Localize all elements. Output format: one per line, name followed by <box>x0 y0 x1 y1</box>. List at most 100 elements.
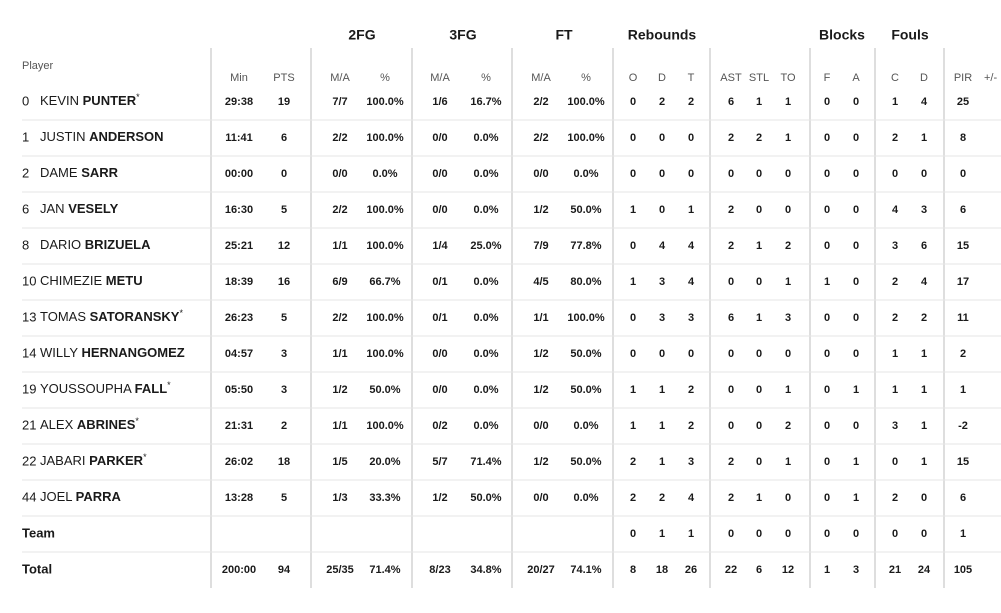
column-header: % <box>581 72 591 84</box>
last-name: PUNTER <box>83 93 137 108</box>
stat-cell: 2 <box>892 276 898 288</box>
first-name: CHIMEZIE <box>40 273 102 288</box>
stat-cell: 1 <box>659 528 665 540</box>
stat-cell: 0 <box>853 312 859 324</box>
stat-cell: 0 <box>756 384 762 396</box>
player-number: 14 <box>22 345 36 360</box>
stat-cell: 3 <box>659 276 665 288</box>
stat-cell: 1 <box>921 456 927 468</box>
stat-cell: 24 <box>918 564 931 576</box>
column-header: TO <box>780 72 796 84</box>
stat-cell: 200:00 <box>222 564 256 576</box>
stat-cell: 1/2 <box>533 204 548 216</box>
starter-mark: * <box>136 92 140 102</box>
stat-cell: 94 <box>278 564 291 576</box>
stat-cell: 0 <box>630 132 636 144</box>
stat-cell: 11 <box>957 312 969 324</box>
stat-cell: 100.0% <box>567 96 605 108</box>
stat-cell: 2 <box>921 312 927 324</box>
stat-cell: 1/1 <box>533 312 548 324</box>
last-name: VESELY <box>68 201 118 216</box>
stat-cell: 2 <box>728 240 734 252</box>
stat-cell: 21 <box>889 564 901 576</box>
stat-cell: 0 <box>728 384 734 396</box>
stat-cell: 1/4 <box>432 240 448 252</box>
last-name: ANDERSON <box>89 129 163 144</box>
stat-cell: 0 <box>728 528 734 540</box>
stat-cell: 20/27 <box>527 564 555 576</box>
stat-cell: 1/1 <box>332 240 347 252</box>
stat-cell: 17 <box>957 276 969 288</box>
player-name: JUSTIN ANDERSON <box>40 129 164 144</box>
stat-cell: 18 <box>278 456 290 468</box>
stat-cell: 1 <box>824 564 830 576</box>
stat-cell: 3 <box>892 420 898 432</box>
stat-cell: 0 <box>728 168 734 180</box>
column-header: C <box>891 72 899 84</box>
stat-cell: 1 <box>756 492 762 504</box>
stat-cell: 50.0% <box>470 492 501 504</box>
stat-cell: 0/0 <box>432 132 447 144</box>
stat-cell: 0 <box>728 276 734 288</box>
stat-cell: 0/0 <box>533 492 548 504</box>
starter-mark: * <box>135 416 139 426</box>
stat-cell: 7/9 <box>533 240 548 252</box>
last-name: SARR <box>81 165 118 180</box>
first-name: YOUSSOUPHA <box>40 381 132 396</box>
stat-cell: 1 <box>756 312 762 324</box>
stat-cell: 2 <box>688 96 694 108</box>
stat-cell: 0/0 <box>432 384 447 396</box>
stat-cell: 0 <box>824 312 830 324</box>
stat-cell: 0.0% <box>473 168 498 180</box>
stat-cell: 12 <box>278 240 290 252</box>
stat-cell: 0 <box>824 168 830 180</box>
stat-cell: 2 <box>688 420 694 432</box>
player-name: DARIO BRIZUELA <box>40 237 151 252</box>
stat-cell: 74.1% <box>570 564 601 576</box>
stat-cell: 5 <box>281 492 287 504</box>
stat-cell: 04:57 <box>225 348 253 360</box>
player-number: 21 <box>22 417 36 432</box>
stat-cell: 2 <box>630 492 636 504</box>
stat-cell: 80.0% <box>570 276 601 288</box>
stat-cell: 1/2 <box>533 348 548 360</box>
stat-cell: 0 <box>756 204 762 216</box>
stat-cell: 2 <box>892 492 898 504</box>
stat-cell: 3 <box>688 456 694 468</box>
first-name: DARIO <box>40 237 81 252</box>
stat-cell: 0 <box>659 132 665 144</box>
stat-cell: 12 <box>782 564 794 576</box>
stat-cell: 0 <box>853 348 859 360</box>
player-name: JABARI PARKER* <box>40 452 147 468</box>
column-header: PIR <box>954 72 972 84</box>
stat-cell: 0 <box>824 492 830 504</box>
stat-cell: 1 <box>756 96 762 108</box>
stat-cell: 6 <box>756 564 762 576</box>
stat-cell: 7/7 <box>332 96 347 108</box>
stat-cell: 0.0% <box>473 420 498 432</box>
stat-cell: 3 <box>785 312 791 324</box>
stat-cell: 1 <box>630 420 636 432</box>
column-header: F <box>824 72 831 84</box>
stat-cell: 100.0% <box>366 204 404 216</box>
stat-cell: 0 <box>785 492 791 504</box>
stat-cell: 3 <box>281 348 287 360</box>
last-name: HERNANGOMEZ <box>81 345 184 360</box>
group-header: Fouls <box>891 27 929 43</box>
stat-cell: 0 <box>824 132 830 144</box>
player-number: 10 <box>22 273 36 288</box>
stat-cell: 0 <box>853 240 859 252</box>
starter-mark: * <box>143 452 147 462</box>
stat-cell: 0 <box>824 240 830 252</box>
stat-cell: 0 <box>785 348 791 360</box>
stat-cell: 16 <box>278 276 290 288</box>
stat-cell: 2/2 <box>533 96 548 108</box>
player-name: JOEL PARRA <box>40 489 122 504</box>
stat-cell: 13:28 <box>225 492 253 504</box>
stat-cell: 1/6 <box>432 96 447 108</box>
stat-cell: 100.0% <box>366 312 404 324</box>
first-name: JABARI <box>40 453 86 468</box>
last-name: BRIZUELA <box>85 237 151 252</box>
stat-cell: 0 <box>630 348 636 360</box>
stat-cell: 6 <box>960 492 966 504</box>
